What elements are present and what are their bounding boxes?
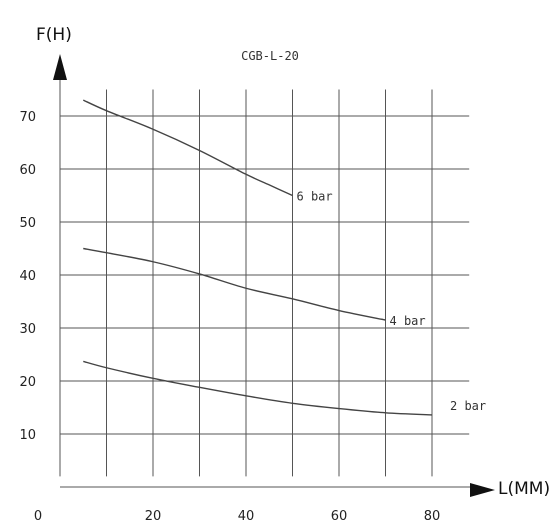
y-tick-label: 50 <box>19 216 36 231</box>
series-line-6-bar <box>82 99 293 197</box>
x-tick-label: 40 <box>238 509 255 524</box>
y-tick-label: 70 <box>19 110 36 125</box>
x-tick-label: 80 <box>424 509 441 524</box>
chart-title: CGB-L-20 <box>241 49 299 63</box>
x-axis-arrow-icon <box>470 483 495 497</box>
y-tick-label: 60 <box>19 163 36 178</box>
series-label-2-bar: 2 bar <box>450 399 486 413</box>
y-tick-label: 10 <box>19 428 36 443</box>
grid <box>59 73 472 488</box>
y-tick-label: 40 <box>19 269 36 284</box>
x-tick-label: 0 <box>34 509 42 524</box>
series-line-2-bar <box>83 360 433 416</box>
x-tick-label: 60 <box>331 509 348 524</box>
y-axis-arrow-icon <box>53 54 67 80</box>
labels: 10 20 30 40 50 60 70 0 20 40 60 80 6 bar 4 bar 2 bar <box>19 110 486 524</box>
y-tick-label: 20 <box>19 375 36 390</box>
x-axis-label: L(MM) <box>498 479 550 499</box>
series-label-4-bar: 4 bar <box>390 314 426 328</box>
series-label-6-bar: 6 bar <box>297 190 333 204</box>
series-line-4-bar <box>83 247 386 321</box>
curves <box>82 99 433 416</box>
y-tick-label: 30 <box>19 322 36 337</box>
y-axis-label: F(H) <box>36 25 72 45</box>
x-tick-label: 20 <box>145 509 162 524</box>
